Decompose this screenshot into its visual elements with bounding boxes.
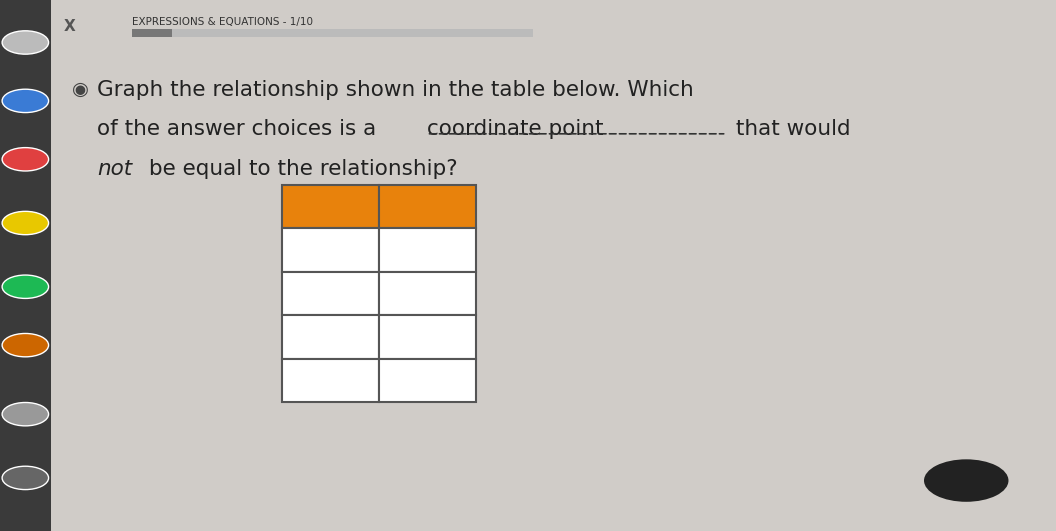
Text: ⬇: ⬇ <box>956 468 977 493</box>
Text: x: x <box>324 196 337 217</box>
Text: 4: 4 <box>324 371 337 391</box>
Text: 1: 1 <box>324 240 337 260</box>
Text: 3: 3 <box>324 327 337 347</box>
Text: Graph the relationship shown in the table below. Which: Graph the relationship shown in the tabl… <box>97 80 694 100</box>
Text: y: y <box>421 196 434 217</box>
Text: 4: 4 <box>421 240 434 260</box>
Text: X: X <box>63 19 75 33</box>
Text: not: not <box>97 159 132 179</box>
Text: that would: that would <box>729 119 850 140</box>
Text: of the answer choices is a: of the answer choices is a <box>97 119 383 140</box>
Text: be equal to the relationship?: be equal to the relationship? <box>142 159 457 179</box>
Text: 12: 12 <box>414 327 441 347</box>
Text: 8: 8 <box>421 284 434 304</box>
Text: coordinate point: coordinate point <box>427 119 603 140</box>
Text: EXPRESSIONS & EQUATIONS - 1/10: EXPRESSIONS & EQUATIONS - 1/10 <box>132 17 313 27</box>
Text: 2: 2 <box>324 284 337 304</box>
Text: ◉: ◉ <box>72 80 89 99</box>
Text: 16: 16 <box>414 371 441 391</box>
